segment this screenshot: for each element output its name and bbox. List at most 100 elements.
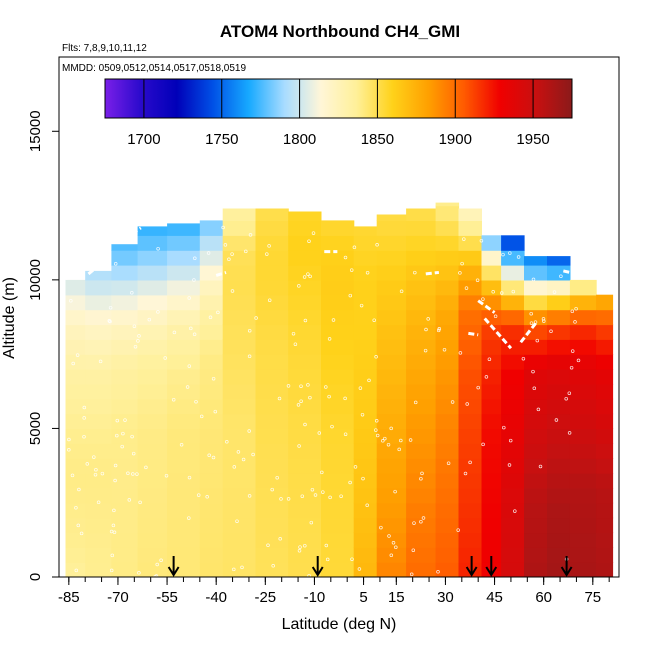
observation-point — [383, 436, 387, 441]
field-cell — [167, 413, 201, 430]
field-cell — [481, 398, 502, 415]
observation-point — [357, 567, 362, 571]
field-cell — [353, 250, 378, 266]
observation-point — [96, 500, 101, 505]
field-cell — [321, 413, 355, 430]
observation-point — [424, 327, 428, 332]
field-cell — [255, 443, 289, 459]
observation-point — [241, 457, 246, 462]
field-cell — [376, 279, 407, 296]
field-cell — [321, 473, 355, 489]
observation-point — [232, 465, 237, 469]
field-cell — [458, 547, 482, 563]
observation-point — [75, 353, 80, 357]
field-cell — [85, 547, 112, 563]
observation-point — [147, 317, 152, 322]
field-cell — [167, 502, 201, 519]
field-cell — [222, 265, 256, 281]
observation-point — [130, 434, 134, 439]
y-tick-label: 5000 — [27, 412, 44, 445]
observation-point — [365, 270, 370, 275]
field-cell — [481, 428, 502, 444]
observation-point — [293, 342, 298, 346]
field-cell — [406, 383, 437, 400]
field-cell — [547, 547, 571, 563]
field-cell — [481, 532, 502, 548]
field-cell — [288, 294, 322, 311]
field-cell — [255, 354, 289, 370]
observation-point — [199, 414, 204, 419]
field-cell — [167, 517, 201, 534]
field-cell — [137, 265, 168, 281]
field-cell — [547, 339, 571, 355]
field-cell — [501, 532, 525, 548]
field-cell — [458, 398, 482, 415]
field-cell — [569, 517, 597, 534]
field-cell — [167, 532, 201, 548]
field-cell — [435, 265, 460, 281]
observation-point — [419, 519, 423, 524]
observation-point — [569, 365, 574, 370]
field-cell — [167, 223, 201, 236]
x-tick-label: 60 — [535, 589, 552, 606]
field-cell — [435, 324, 460, 340]
flight-track — [477, 299, 496, 314]
field-cell — [547, 383, 571, 400]
field-cell — [353, 458, 378, 474]
field-cell — [524, 473, 548, 489]
observation-point — [309, 520, 314, 525]
field-cell — [167, 473, 201, 489]
field-cell — [569, 562, 597, 577]
field-cell — [137, 339, 168, 355]
field-cell — [501, 250, 525, 266]
field-cell — [524, 517, 548, 534]
observation-point — [507, 463, 512, 467]
observation-point — [559, 274, 563, 279]
field-cell — [167, 339, 201, 355]
observation-point — [179, 443, 184, 447]
observation-point — [230, 252, 234, 256]
field-cell — [547, 458, 571, 474]
field-cell — [481, 517, 502, 534]
field-cell — [255, 562, 289, 577]
field-cell — [458, 369, 482, 385]
field-cell — [199, 458, 224, 474]
field-cell — [458, 235, 482, 251]
field-cell — [481, 487, 502, 504]
observation-point — [120, 444, 124, 449]
observation-point — [408, 438, 413, 442]
field-cell — [353, 473, 378, 489]
observation-point — [464, 286, 469, 290]
field-cell — [199, 324, 224, 340]
field-cell — [111, 369, 139, 385]
observation-point — [343, 432, 348, 436]
observation-point — [108, 319, 112, 324]
observation-point — [564, 396, 568, 401]
field-cell — [376, 458, 407, 474]
field-cell — [111, 244, 139, 251]
observation-point — [552, 290, 557, 294]
observation-point — [192, 332, 197, 337]
field-cell — [406, 487, 437, 504]
field-cell — [353, 502, 378, 519]
observation-point — [187, 516, 191, 520]
observation-point — [381, 439, 385, 443]
observation-point — [286, 384, 291, 388]
field-cell — [255, 428, 289, 444]
x-tick-label: -55 — [156, 589, 178, 606]
field-cell — [65, 398, 86, 415]
field-cell — [167, 250, 201, 266]
field-cell — [137, 487, 168, 504]
field-cell — [501, 517, 525, 534]
field-cell — [569, 339, 597, 355]
observation-point — [135, 472, 139, 476]
field-cell — [353, 517, 378, 534]
field-cell — [65, 487, 86, 504]
observation-point — [265, 252, 269, 256]
field-cell — [435, 354, 460, 370]
field-cell — [406, 562, 437, 577]
flight-arrow — [167, 556, 180, 577]
observation-point — [349, 268, 354, 272]
observation-point — [164, 473, 169, 478]
